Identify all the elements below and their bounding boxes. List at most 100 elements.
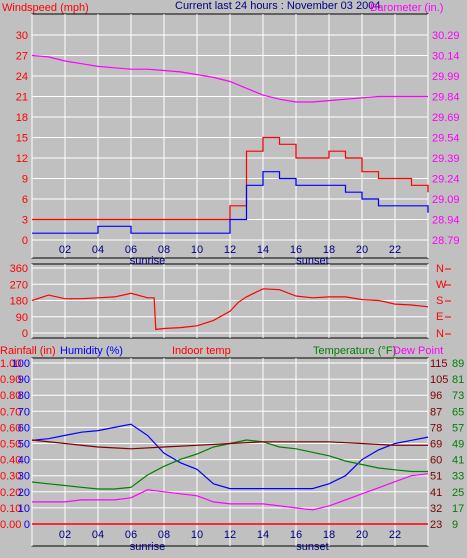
wind-speed-line xyxy=(32,136,429,221)
barometer-tick-label: 28.94 xyxy=(432,215,460,227)
dew-point-tick-label: 25 xyxy=(452,487,464,499)
temperature-tick-label: 51 xyxy=(430,471,442,483)
temperature-tick-label: 32 xyxy=(430,503,442,515)
windspeed-tick-label: 18 xyxy=(16,112,28,124)
wind-average-line xyxy=(32,171,429,234)
hour-tick-label: 16 xyxy=(290,244,302,256)
humidity-tick-label: 70 xyxy=(18,406,30,418)
barometer-tick-label: 29.69 xyxy=(432,112,460,124)
barometer-tick-label: 29.54 xyxy=(432,133,460,145)
sunset-label: sunset xyxy=(296,541,328,553)
barometer-tick-label: 28.79 xyxy=(432,235,460,247)
hour-tick-label: 02 xyxy=(59,244,71,256)
dew-point-tick-label: 33 xyxy=(452,471,464,483)
barometer-tick-label: 29.24 xyxy=(432,174,460,186)
hour-tick-label: 10 xyxy=(191,529,203,541)
compass-tick-label: N xyxy=(436,328,444,340)
hour-tick-label: 18 xyxy=(323,529,335,541)
rainfall-tick-label: 0.60 xyxy=(0,422,21,434)
hour-tick-label: 14 xyxy=(257,244,269,256)
indoor-temp-title: Indoor temp xyxy=(172,345,231,357)
humidity-tick-label: 10 xyxy=(18,503,30,515)
rainfall-tick-label: 0.30 xyxy=(0,471,21,483)
hour-tick-label: 12 xyxy=(224,529,236,541)
hour-tick-label: 14 xyxy=(257,529,269,541)
dew-point-tick-label: 17 xyxy=(452,503,464,515)
rainfall-tick-label: 0.90 xyxy=(0,374,21,386)
windspeed-tick-label: 27 xyxy=(16,51,28,63)
rainfall-tick-label: 0.40 xyxy=(0,455,21,467)
dew-point-line xyxy=(32,473,429,511)
hour-tick-label: 02 xyxy=(59,529,71,541)
humidity-tick-label: 80 xyxy=(18,390,30,402)
humidity-tick-label: 20 xyxy=(18,487,30,499)
humidity-tick-label: 30 xyxy=(18,471,30,483)
rainfall-tick-label: 1.00 xyxy=(0,358,21,370)
windspeed-title: Windspeed (mph) xyxy=(2,2,89,14)
compass-tick-label: N xyxy=(436,263,444,275)
rainfall-tick-label: 0.10 xyxy=(0,503,21,515)
temperature-tick-label: 96 xyxy=(430,390,442,402)
rainfall-title: Rainfall (in) xyxy=(0,345,56,357)
dew-point-tick-label: 9 xyxy=(452,519,458,531)
hour-tick-label: 08 xyxy=(158,244,170,256)
hour-tick-label: 20 xyxy=(356,529,368,541)
compass-tick-label: E xyxy=(436,311,443,323)
windspeed-tick-label: 9 xyxy=(22,174,28,186)
temperature-tick-label: 105 xyxy=(430,374,448,386)
barometer-line xyxy=(31,54,428,103)
barometer-tick-label: 29.39 xyxy=(432,153,460,165)
humidity-tick-label: 60 xyxy=(18,422,30,434)
windspeed-tick-label: 12 xyxy=(16,153,28,165)
hour-tick-label: 16 xyxy=(290,529,302,541)
indoor-temp-line xyxy=(31,439,428,450)
windspeed-tick-label: 15 xyxy=(16,133,28,145)
dew-point-title: Dew Point xyxy=(393,345,443,357)
temperature-title: Temperature (°F) xyxy=(313,345,396,357)
dew-point-tick-label: 81 xyxy=(452,374,464,386)
hour-tick-label: 04 xyxy=(92,244,104,256)
windspeed-tick-label: 30 xyxy=(16,30,28,42)
dew-point-tick-label: 89 xyxy=(452,358,464,370)
dew-point-tick-label: 57 xyxy=(452,422,464,434)
hour-tick-label: 12 xyxy=(224,244,236,256)
windspeed-tick-label: 6 xyxy=(22,194,28,206)
hour-tick-label: 06 xyxy=(125,244,137,256)
humidity-tick-label: 40 xyxy=(18,455,30,467)
barometer-tick-label: 30.29 xyxy=(432,30,460,42)
dew-point-tick-label: 65 xyxy=(452,406,464,418)
temperature-tick-label: 115 xyxy=(430,358,448,370)
direction-tick-label: 270 xyxy=(10,279,28,291)
dew-point-tick-label: 49 xyxy=(452,439,464,451)
data-series xyxy=(31,54,429,525)
windspeed-tick-label: 24 xyxy=(16,71,28,83)
humidity-tick-label: 50 xyxy=(18,439,30,451)
sunrise-label: sunrise xyxy=(130,255,165,267)
sunrise-label: sunrise xyxy=(130,541,165,553)
compass-tick-label: S xyxy=(436,295,443,307)
humidity-tick-label: 100 xyxy=(12,358,30,370)
temperature-tick-label: 23 xyxy=(430,519,442,531)
humidity-tick-label: 90 xyxy=(18,374,30,386)
hour-tick-label: 08 xyxy=(158,529,170,541)
rainfall-tick-label: 0.20 xyxy=(0,487,21,499)
compass-tick-label: W xyxy=(436,279,447,291)
hour-tick-label: 18 xyxy=(323,244,335,256)
barometer-tick-label: 29.99 xyxy=(432,71,460,83)
temperature-tick-label: 41 xyxy=(430,487,442,499)
barometer-tick-label: 29.84 xyxy=(432,92,460,104)
dew-point-tick-label: 73 xyxy=(452,390,464,402)
direction-tick-label: 90 xyxy=(16,312,28,324)
hour-tick-label: 22 xyxy=(389,244,401,256)
temperature-tick-label: 78 xyxy=(430,422,442,434)
barometer-title: Barometer (in.) xyxy=(370,2,443,14)
rainfall-tick-label: 0.00 xyxy=(0,519,21,531)
windspeed-tick-label: 0 xyxy=(22,235,28,247)
temperature-tick-label: 87 xyxy=(430,406,442,418)
hour-tick-label: 04 xyxy=(92,529,104,541)
wind-direction-line xyxy=(31,288,429,331)
humidity-title: Humidity (%) xyxy=(60,345,123,357)
sunset-label: sunset xyxy=(296,255,328,267)
